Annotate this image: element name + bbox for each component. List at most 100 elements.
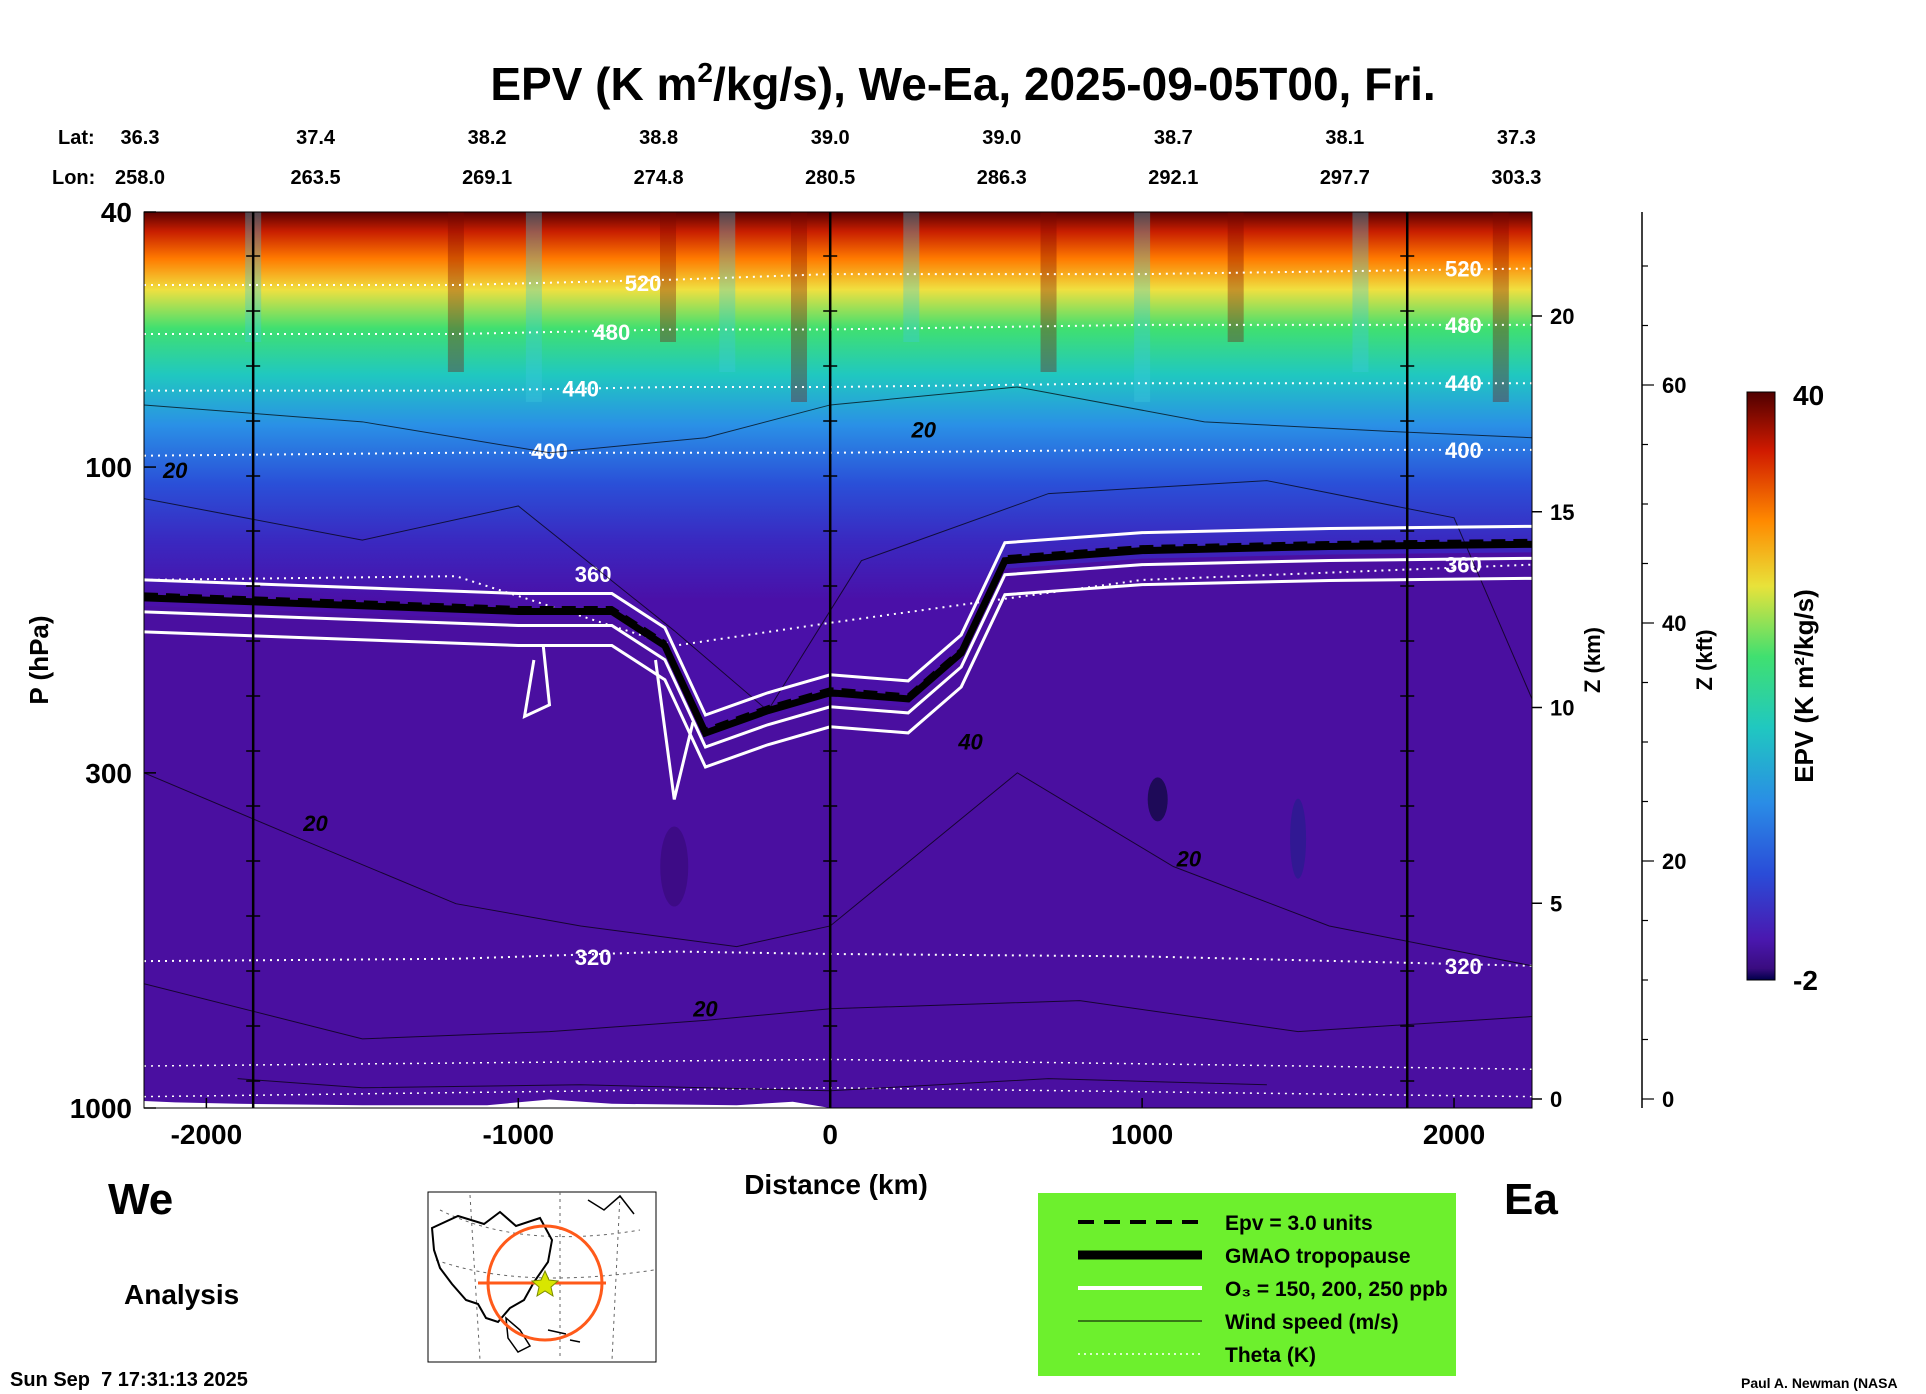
theta-label: 320 — [1445, 954, 1482, 979]
west-label: We — [108, 1175, 173, 1224]
lon-value: 297.7 — [1320, 167, 1370, 189]
lon-value: 258.0 — [115, 167, 165, 189]
z-km-tick-label: 15 — [1550, 500, 1574, 525]
lat-lon-row: 36.3 258.0 37.4 263.5 38.2 269.1 38.8 274.8 39.0… — [115, 127, 1541, 189]
theta-label: 400 — [1445, 438, 1482, 463]
lat-value: 39.0 — [982, 127, 1021, 149]
x-tick-label: 0 — [822, 1119, 838, 1150]
legend-label: O₃ = 150, 200, 250 ppb — [1225, 1278, 1448, 1301]
z-kft-tick-label: 60 — [1662, 373, 1686, 398]
x-tick-label: 1000 — [1111, 1119, 1173, 1150]
theta-label: 320 — [575, 945, 612, 970]
epv-streak — [447, 212, 464, 372]
ozone-line — [522, 645, 552, 720]
z-kft-tick-label: 0 — [1662, 1087, 1674, 1112]
wind-line — [144, 480, 1532, 712]
lat-value: 38.1 — [1325, 127, 1364, 149]
ozone-line — [654, 659, 695, 800]
z-km-tick-label: 5 — [1550, 891, 1562, 916]
epv-patch — [660, 826, 689, 907]
plot-frame — [143, 211, 1533, 1109]
east-label: Ea — [1504, 1175, 1558, 1224]
z-kft-tick-label: 40 — [1662, 611, 1686, 636]
lon-value: 292.1 — [1148, 167, 1198, 189]
epv-streak — [660, 212, 677, 342]
credit: Paul A. Newman (NASA — [1741, 1375, 1898, 1391]
x-tick-label: -2000 — [171, 1119, 243, 1150]
epv-streak — [525, 212, 542, 402]
lat-value: 37.4 — [296, 127, 336, 149]
z-kft-tick-label: 20 — [1662, 849, 1686, 874]
timestamp: Sun Sep 7 17:31:13 2025 — [10, 1369, 248, 1391]
wind-line — [144, 983, 1532, 1040]
theta-line — [144, 267, 1532, 287]
x-axis: -2000 -1000 0 1000 2000 — [171, 1098, 1485, 1150]
epv-streaks — [245, 212, 1509, 907]
epv-streak — [719, 212, 736, 372]
theta-label: 440 — [1445, 371, 1482, 396]
epv-patch — [1147, 777, 1168, 822]
lon-value: 269.1 — [462, 167, 512, 189]
lon-value: 280.5 — [805, 167, 855, 189]
wind-label: 20 — [302, 811, 328, 836]
z-km-tick-label: 10 — [1550, 696, 1574, 721]
epv-streak — [1227, 212, 1244, 342]
wind-line — [237, 1078, 1267, 1092]
theta-label: 360 — [1445, 553, 1482, 578]
epv-streak — [903, 212, 920, 342]
wind-contours: 20 20 20 40 20 20 — [144, 386, 1532, 1092]
epv-streak — [1352, 212, 1369, 372]
lon-value: 274.8 — [634, 167, 684, 189]
x-axis-label: Distance (km) — [744, 1169, 928, 1200]
y-tick-label: 1000 — [70, 1093, 132, 1124]
inset-map — [427, 1191, 657, 1363]
theta-label: 520 — [1445, 256, 1482, 281]
section-verticals — [246, 212, 1415, 1108]
legend-label: GMAO tropopause — [1225, 1245, 1411, 1268]
theta-line — [144, 950, 1532, 967]
z-kft-axis: 0 20 40 60 — [1641, 212, 1686, 1112]
theta-line — [144, 382, 1532, 392]
theta-line — [144, 563, 1532, 647]
theta-label: 480 — [594, 320, 631, 345]
chart-title: EPV (K m2/kg/s), We-Ea, 2025-09-05T00, F… — [490, 57, 1435, 110]
lat-value: 37.3 — [1497, 127, 1536, 149]
epv-streak — [1492, 212, 1509, 402]
y-tick-label: 300 — [85, 758, 132, 789]
z-kft-axis-label: Z (kft) — [1692, 629, 1717, 690]
wind-label: 20 — [162, 458, 188, 483]
colorbar-max-label: 40 — [1793, 380, 1824, 411]
y-tick-label: 40 — [101, 197, 132, 228]
legend-label: Epv = 3.0 units — [1225, 1212, 1373, 1235]
wind-label: 20 — [1176, 847, 1202, 872]
legend-label: Wind speed (m/s) — [1225, 1311, 1399, 1334]
z-km-axis-label: Z (km) — [1580, 627, 1605, 693]
x-tick-label: 2000 — [1423, 1119, 1485, 1150]
colorbar — [1746, 391, 1776, 981]
lat-header-label: Lat: — [58, 127, 95, 149]
wind-label: 40 — [957, 730, 983, 755]
epv-streak — [1134, 212, 1151, 402]
theta-label: 480 — [1445, 313, 1482, 338]
wind-line — [144, 772, 1532, 967]
y-tick-label: 100 — [85, 452, 132, 483]
lat-value: 36.3 — [121, 127, 160, 149]
theta-line — [144, 448, 1532, 457]
x-tick-label: -1000 — [482, 1119, 554, 1150]
lat-value: 38.8 — [639, 127, 678, 149]
theta-label: 520 — [625, 271, 662, 296]
theta-line — [144, 323, 1532, 335]
lat-value: 39.0 — [811, 127, 850, 149]
epv-streak — [1040, 212, 1057, 372]
z-km-axis: 0 5 10 15 20 — [1532, 304, 1574, 1112]
colorbar-title: EPV (K m²/kg/s) — [1789, 589, 1819, 783]
legend-label: Theta (K) — [1225, 1344, 1316, 1367]
y-axis: 40 100 300 1000 — [70, 197, 156, 1124]
z-km-tick-label: 20 — [1550, 304, 1574, 329]
z-km-tick-label: 0 — [1550, 1087, 1562, 1112]
epv-streak — [791, 212, 808, 402]
run-type-label: Analysis — [124, 1279, 239, 1310]
lat-value: 38.7 — [1154, 127, 1193, 149]
